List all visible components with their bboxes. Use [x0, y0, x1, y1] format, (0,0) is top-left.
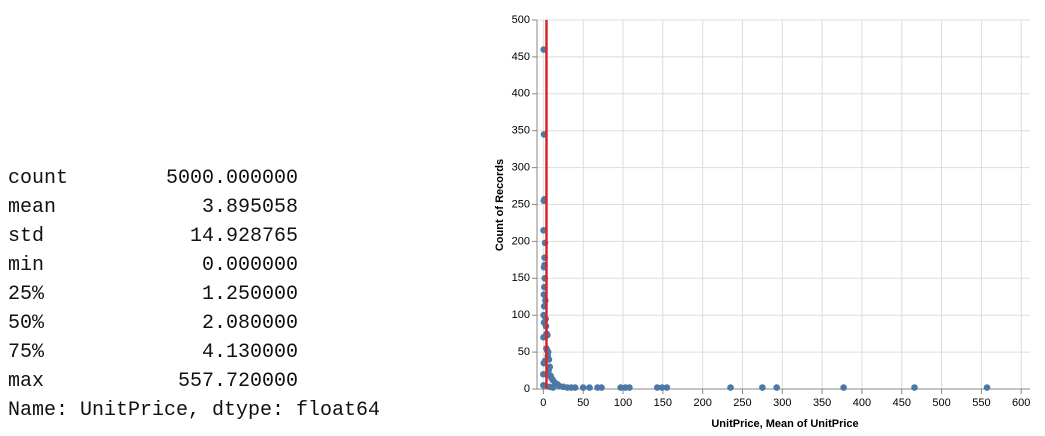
- stat-label: count: [8, 167, 69, 190]
- point: [617, 384, 624, 391]
- x-tick-label: 500: [932, 397, 950, 409]
- stat-value: 3.895058: [201, 196, 298, 219]
- y-tick-label: 50: [518, 346, 530, 358]
- point: [658, 384, 666, 391]
- stat-row: 50% 2.080000: [8, 309, 298, 338]
- stat-row: max 557.720000: [8, 367, 298, 396]
- point: [759, 384, 766, 391]
- stat-row: count 5000.000000: [8, 164, 298, 193]
- y-tick-label: 450: [512, 51, 530, 63]
- point: [727, 384, 734, 391]
- stat-label: 50%: [8, 312, 45, 335]
- stat-label: max: [8, 370, 45, 393]
- y-tick-label: 200: [512, 235, 530, 247]
- stat-row: 25% 1.250000: [8, 280, 298, 309]
- x-tick-label: 350: [813, 397, 831, 409]
- point: [911, 384, 918, 391]
- x-tick-label: 400: [853, 397, 871, 409]
- x-tick-label: 50: [577, 397, 589, 409]
- y-tick-label: 250: [512, 198, 530, 210]
- y-tick-label: 0: [524, 383, 530, 395]
- x-axis-title: UnitPrice, Mean of UnitPrice: [711, 418, 858, 430]
- describe-output: count 5000.000000 mean 3.895058 std 14.928765…: [8, 164, 380, 425]
- point: [983, 384, 991, 391]
- point: [540, 334, 547, 341]
- point: [546, 383, 554, 391]
- point: [540, 370, 547, 378]
- stat-label: mean: [8, 196, 57, 219]
- stat-row: 75% 4.130000: [8, 338, 298, 367]
- stat-row: mean 3.895058: [8, 193, 298, 222]
- stat-value: 0.000000: [201, 254, 298, 277]
- y-tick-label: 500: [512, 14, 530, 26]
- stat-value: 557.720000: [177, 370, 298, 393]
- x-tick-label: 200: [693, 397, 711, 409]
- stat-value: 2.080000: [201, 312, 298, 335]
- point: [579, 384, 587, 391]
- stat-label: min: [8, 254, 45, 277]
- stat-label: 75%: [8, 341, 45, 364]
- x-tick-label: 0: [540, 397, 546, 409]
- point: [653, 384, 661, 391]
- stat-label: 25%: [8, 283, 45, 306]
- x-tick-label: 600: [1012, 397, 1030, 409]
- x-tick-label: 250: [733, 397, 751, 409]
- x-tick-label: 300: [773, 397, 791, 409]
- point: [540, 382, 547, 389]
- y-tick-label: 150: [512, 272, 530, 284]
- stat-value: 14.928765: [189, 225, 298, 248]
- y-tick-label: 350: [512, 125, 530, 137]
- stat-row: min 0.000000: [8, 251, 298, 280]
- point: [663, 384, 671, 391]
- point: [773, 384, 781, 391]
- point: [840, 384, 847, 391]
- x-tick-label: 550: [972, 397, 990, 409]
- stat-row: std 14.928765: [8, 222, 298, 251]
- x-tick-label: 450: [893, 397, 911, 409]
- point: [540, 227, 547, 234]
- stat-value: 1.250000: [201, 283, 298, 306]
- point: [598, 384, 605, 391]
- stat-value: 5000.000000: [165, 167, 298, 190]
- point: [571, 384, 579, 391]
- x-tick-label: 100: [614, 397, 632, 409]
- y-axis-title: Count of Records: [494, 159, 506, 251]
- x-tick-label: 150: [654, 397, 672, 409]
- y-tick-label: 300: [512, 162, 530, 174]
- series-info: Name: UnitPrice, dtype: float64: [8, 399, 381, 422]
- y-tick-label: 400: [512, 88, 530, 100]
- point: [586, 384, 593, 391]
- stat-label: std: [8, 225, 45, 248]
- stat-value: 4.130000: [201, 341, 298, 364]
- point: [626, 384, 633, 391]
- y-tick-label: 100: [512, 309, 530, 321]
